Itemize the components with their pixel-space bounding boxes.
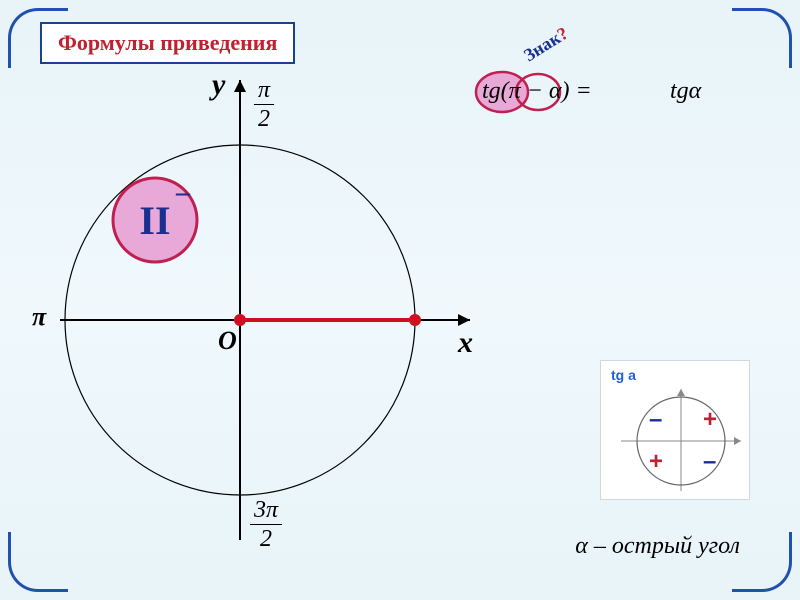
eq: =	[576, 78, 592, 104]
q4-sign: –	[703, 448, 716, 475]
unit-circle-svg	[60, 70, 480, 550]
origin-label: O	[218, 326, 237, 356]
angle-note: α – острый угол	[575, 533, 740, 560]
top-fraction: π 2	[254, 78, 274, 131]
fn: tg	[670, 78, 689, 104]
q3-sign: +	[649, 448, 663, 475]
x-axis-arrow	[458, 314, 470, 326]
x-axis-label: x	[458, 326, 473, 360]
arg: α	[689, 78, 702, 104]
frame-corner	[8, 532, 68, 592]
slide-title: Формулы приведения	[40, 22, 295, 64]
y-axis-label: y	[212, 68, 225, 102]
q2-sign: –	[649, 406, 662, 433]
small-chart-label: tg a	[611, 367, 636, 383]
small-y-arrow	[677, 389, 685, 396]
frac-num: π	[254, 78, 274, 105]
sign-question: Знак?	[520, 23, 572, 66]
frac-den: 2	[254, 105, 274, 131]
inside-a: π	[509, 78, 521, 104]
y-axis-arrow	[234, 80, 246, 92]
formula-left: tg(π − α) =	[482, 78, 592, 105]
badge-sign: –	[176, 177, 190, 209]
origin-dot	[234, 314, 246, 326]
inside-op: −	[527, 78, 543, 104]
frac-num: 3π	[250, 498, 282, 525]
bottom-fraction: 3π 2	[250, 498, 282, 551]
end-dot	[409, 314, 421, 326]
formula-area: Знак? tg(π − α) = tgα	[460, 50, 760, 130]
tangent-sign-chart: tg a + – + –	[600, 360, 750, 500]
fn: tg	[482, 78, 501, 104]
formula-right: tgα	[670, 78, 701, 105]
pi-label: π	[32, 302, 46, 332]
q1-sign: +	[703, 406, 717, 433]
quadrant-badge: II –	[110, 175, 200, 265]
small-x-arrow	[734, 437, 741, 445]
title-text: Формулы приведения	[58, 30, 277, 55]
inside-b: α	[549, 78, 562, 104]
frac-den: 2	[250, 525, 282, 551]
frame-corner	[732, 532, 792, 592]
unit-circle-diagram: y x O π π 2 3π 2 II –	[60, 70, 480, 550]
